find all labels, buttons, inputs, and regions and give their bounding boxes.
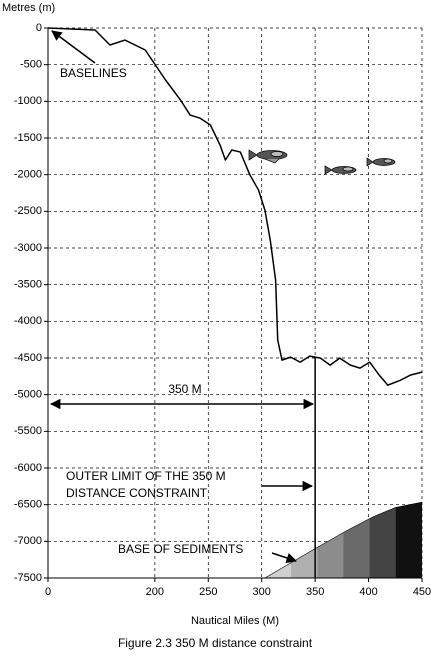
x-tick-label: 200 [146,586,164,598]
y-tick-label: -4500 [14,352,42,364]
caption: Figure 2.3 350 M distance constraint [118,636,313,650]
y-tick-label: -6000 [14,462,42,474]
y-tick-label: -2500 [14,205,42,217]
sediment-band [291,502,318,578]
annotation: DISTANCE CONSTRAINT [66,486,208,500]
annotation: 350 M [168,382,201,396]
sediment-bands [264,502,422,578]
plot [47,27,423,579]
x-tick-label: 350 [306,586,324,598]
sediment-band [343,502,371,578]
y-tick-label: -7500 [14,572,42,584]
y-tick-label: -5500 [14,425,42,437]
fish-icons [248,149,396,175]
sediment-band [264,502,292,578]
arrow [51,30,96,64]
x-axis-label: Nautical Miles (M) [191,615,279,627]
x-tick-label: 450 [413,586,431,598]
arrow [271,552,297,563]
y-tick-label: 0 [36,22,42,34]
annotation: OUTER LIMIT OF THE 350 M [66,469,226,483]
sediment-band [317,502,344,578]
y-tick-label: -6500 [14,499,42,511]
y-axis-label: Metres (m) [2,2,55,14]
y-tick-label: -3500 [14,279,42,291]
y-tick-label: -3000 [14,242,42,254]
x-tick-label: 0 [45,586,51,598]
y-tick-label: -2000 [14,169,42,181]
sediment-band [369,502,397,578]
y-tick-label: -4000 [14,315,42,327]
annotation: BASE OF SEDIMENTS [118,542,243,556]
y-tick-label: -5000 [14,389,42,401]
sediment-top [264,501,423,579]
x-tick-label: 400 [359,586,377,598]
y-tick-label: -1000 [14,95,42,107]
y-tick-label: -1500 [14,132,42,144]
x-tick-label: 250 [199,586,217,598]
x-tick-label: 300 [253,586,271,598]
seabed-profile [47,27,423,386]
y-tick-label: -500 [20,59,42,71]
sediment-band [395,502,422,578]
annotation: BASELINES [60,66,127,80]
y-tick-label: -7000 [14,535,42,547]
